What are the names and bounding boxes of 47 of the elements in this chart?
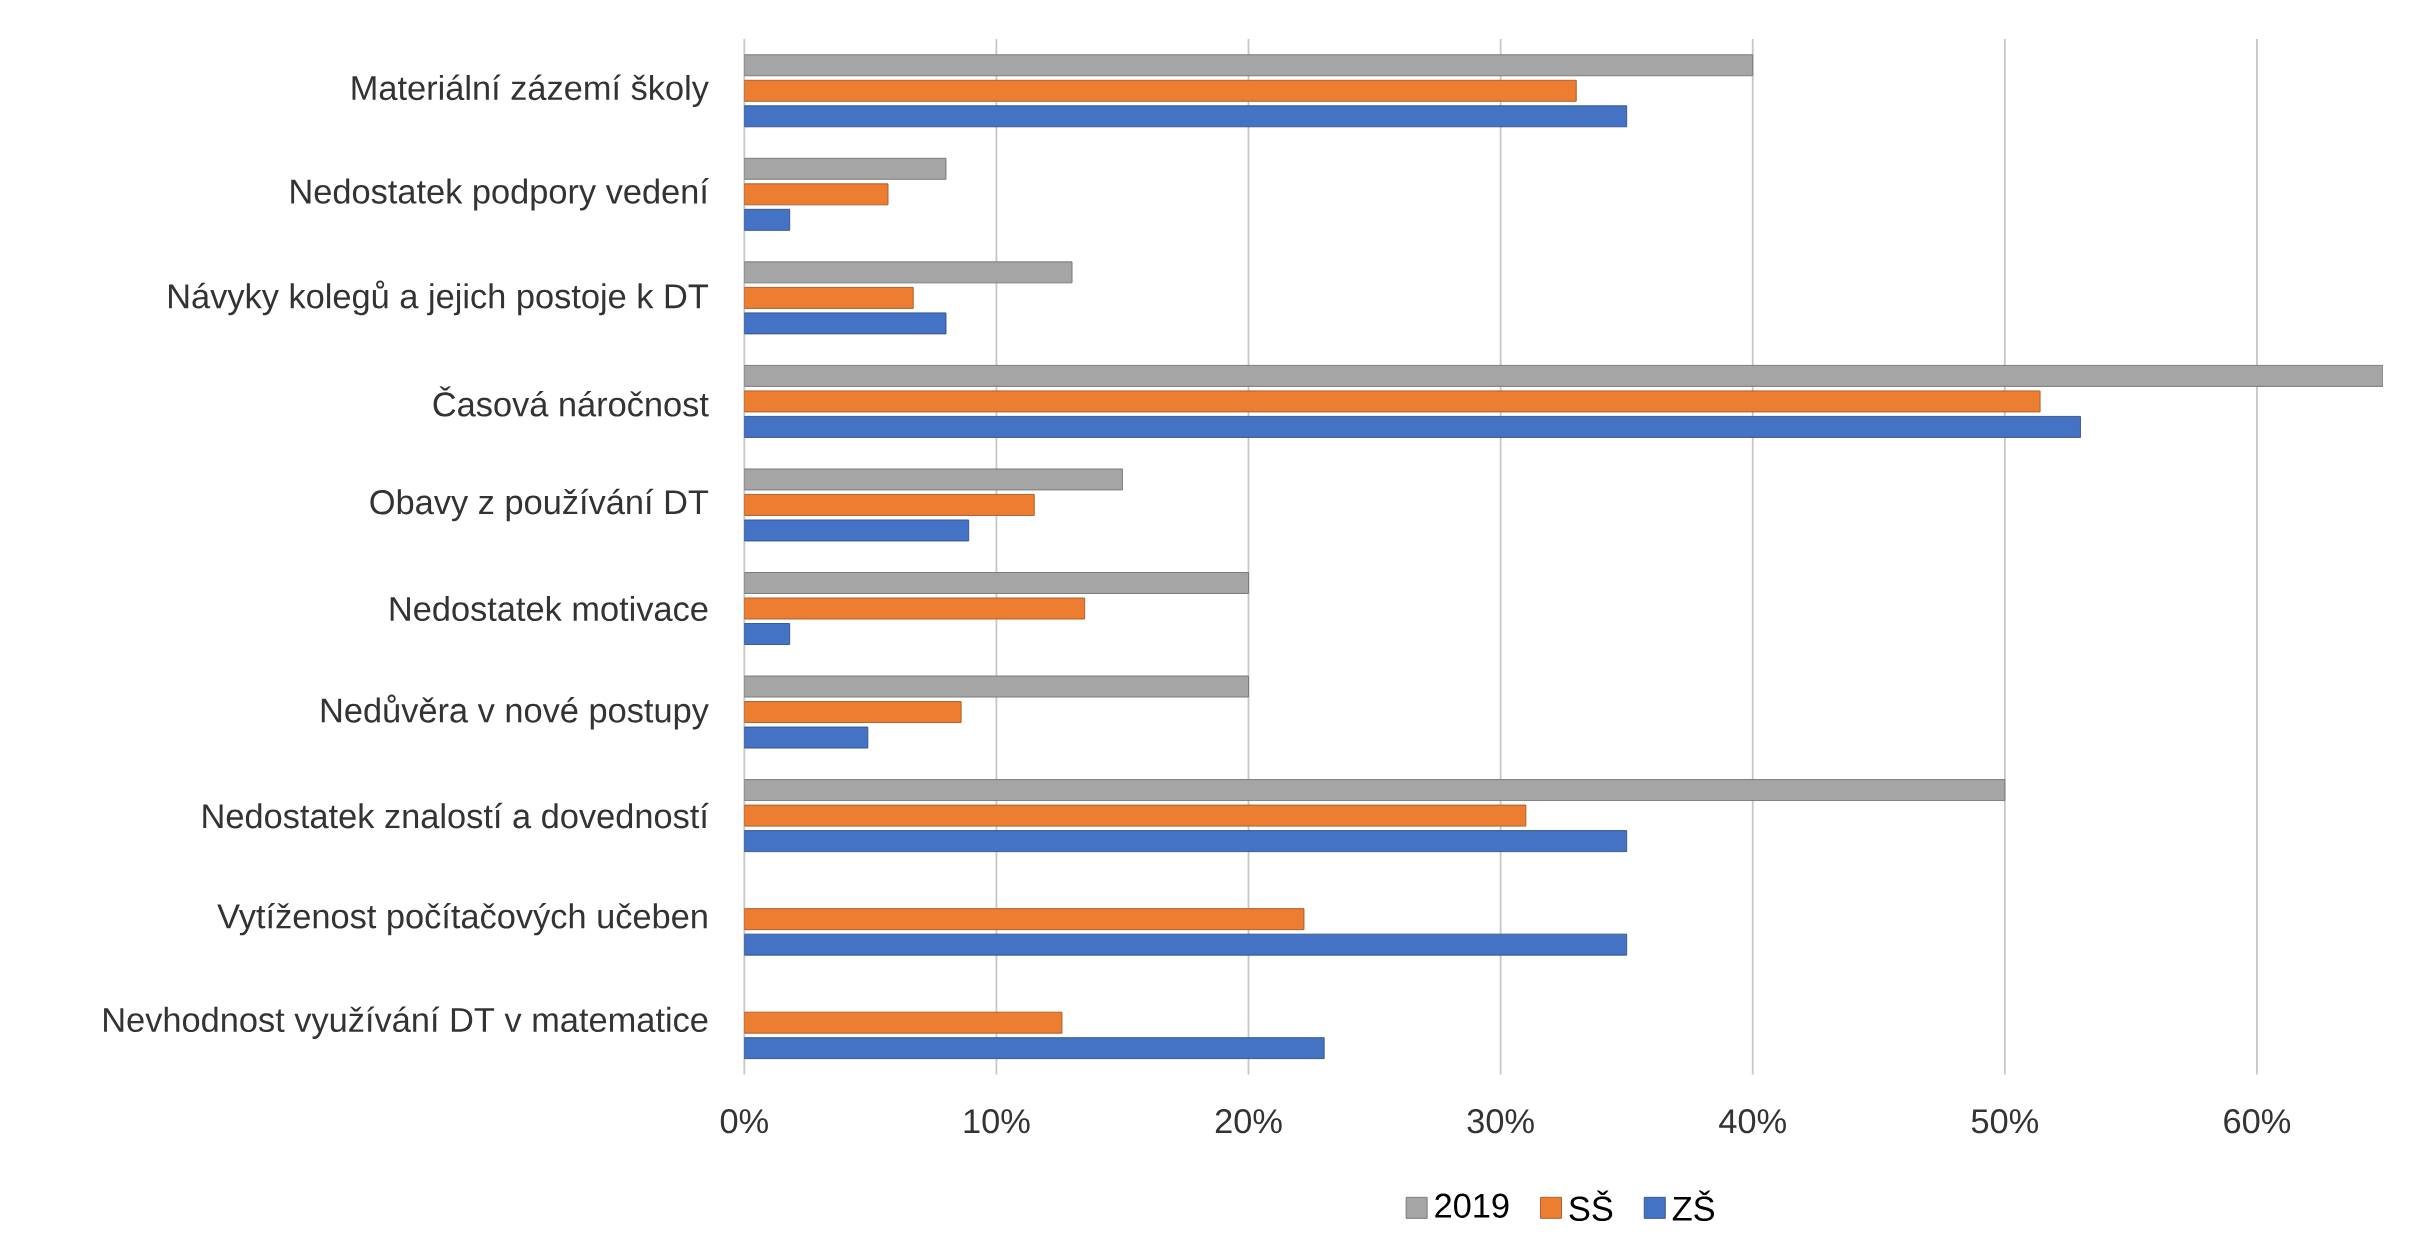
bar bbox=[744, 804, 1527, 827]
x-tick-label: 30% bbox=[1467, 1109, 1534, 1134]
bar bbox=[744, 830, 1628, 853]
bar bbox=[744, 1011, 1063, 1034]
bar bbox=[744, 105, 1628, 128]
bar bbox=[744, 494, 1035, 517]
bar bbox=[744, 54, 1754, 77]
y-tick-label: Nedůvěra v nové postupy bbox=[321, 694, 709, 730]
bar bbox=[744, 287, 914, 310]
x-tick-label: 50% bbox=[1971, 1109, 2039, 1134]
legend-label: 2019 bbox=[1435, 1193, 1509, 1219]
x-tick-label: 60% bbox=[2224, 1109, 2291, 1134]
y-tick-label: Nevhodnost využívání DT v matematice bbox=[104, 1006, 708, 1040]
bar bbox=[744, 933, 1628, 956]
bar bbox=[744, 908, 1305, 931]
bar bbox=[744, 158, 947, 180]
x-tick-label: 0% bbox=[720, 1109, 768, 1134]
y-tick-label: Nedostatek podpory vedení bbox=[291, 178, 709, 211]
bar bbox=[744, 80, 1577, 102]
bar bbox=[744, 675, 1249, 698]
bar bbox=[744, 572, 1249, 595]
x-tick-label: 20% bbox=[1215, 1109, 1282, 1134]
bar bbox=[744, 519, 970, 542]
bar bbox=[744, 390, 2041, 413]
bar bbox=[744, 209, 791, 232]
y-tick-label: Obavy z používání DT bbox=[370, 488, 709, 522]
bar bbox=[744, 597, 1086, 620]
bar bbox=[744, 183, 889, 206]
y-tick-label: Návyky kolegů a jejich postoje k DT bbox=[169, 280, 709, 316]
legend-label: ZŠ bbox=[1672, 1190, 1715, 1222]
bar bbox=[744, 261, 1073, 284]
bar bbox=[744, 779, 2006, 802]
y-tick-label: Materiální zázemí školy bbox=[352, 74, 709, 108]
legend-label: SŠ bbox=[1569, 1190, 1613, 1222]
bar bbox=[744, 623, 791, 646]
bar bbox=[744, 365, 2383, 388]
bar bbox=[744, 312, 947, 335]
bar bbox=[744, 1037, 1325, 1060]
y-tick-label: Vytíženost počítačových učeben bbox=[217, 903, 707, 936]
x-tick-label: 10% bbox=[964, 1109, 1030, 1134]
bar bbox=[744, 701, 962, 724]
y-tick-label: Časová náročnost bbox=[433, 386, 709, 417]
bar bbox=[744, 468, 1123, 491]
y-tick-label: Nedostatek motivace bbox=[390, 596, 708, 622]
x-tick-label: 40% bbox=[1719, 1109, 1786, 1134]
bar bbox=[744, 416, 2081, 439]
y-tick-label: Nedostatek znalostí a dovedností bbox=[203, 803, 709, 829]
